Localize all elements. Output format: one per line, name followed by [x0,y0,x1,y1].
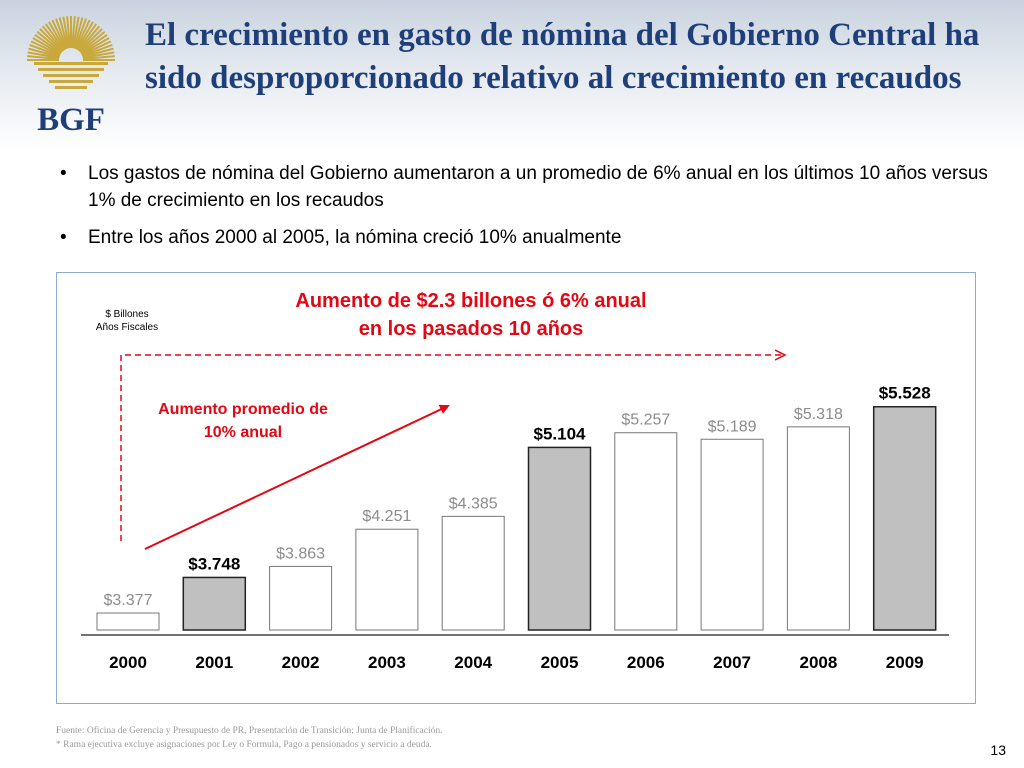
value-label-2003: $4.251 [362,508,411,525]
bar-2001 [182,576,247,631]
sun-ray [72,16,80,49]
bar-2004 [441,515,505,631]
sun-ray [76,21,94,51]
sun-ray [62,16,70,49]
bar-2005 [527,446,592,631]
sun-ray [66,16,71,49]
growth-arrow [144,404,450,550]
sun-ray [30,40,61,56]
bar-2003 [355,528,419,631]
sun-ray [27,55,60,60]
x-tick-2003: 2003 [368,653,406,672]
slide-title: El crecimiento en gasto de nómina del Go… [145,17,980,96]
bgf-logo: BGF [27,16,115,138]
footnotes: Fuente: Oficina de Gerencia y Presupuest… [56,724,756,752]
sun-ray [75,19,91,50]
bar-chart: $ Billones Años Fiscales Aumento de $2.3… [81,290,949,672]
sun-ray [82,51,115,59]
value-label-2002: $3.863 [276,545,325,562]
sun-ray [51,19,67,50]
value-label-2008: $5.318 [794,406,843,423]
x-tick-2001: 2001 [195,653,233,672]
x-tick-2008: 2008 [799,653,837,672]
sun-ray [77,25,101,52]
footnote: Fuente: Oficina de Gerencia y Presupuest… [56,726,443,736]
sun-ray [44,23,65,51]
sun-ray [71,16,76,49]
bullet-list: • Los gastos de nómina del Gobierno aumen… [60,160,1010,261]
x-tick-2004: 2004 [454,653,492,672]
bar-2007 [700,438,764,631]
sun-ray [79,30,106,54]
sun-ray [81,44,113,57]
bullet-text: Entre los años 2000 al 2005, la nómina c… [88,227,622,248]
bar-2009 [872,405,937,631]
bullet-item: • Entre los años 2000 al 2005, la nómina … [60,227,622,248]
sun-ray [27,51,60,59]
page-number: 13 [990,742,1006,758]
chart-headline-line1: Aumento de $2.3 billones ó 6% anual [295,290,646,312]
bullet-item: • Los gastos de nómina del Gobierno aumen… [60,163,988,211]
sun-ray [48,21,66,51]
sun-ray [39,28,64,53]
x-tick-2000: 2000 [109,653,147,672]
sun-ray [32,37,62,55]
sun-ray [34,33,62,54]
x-tick-2009: 2009 [886,653,924,672]
sun-ray [41,25,65,52]
value-label-2004: $4.385 [449,495,498,512]
x-tick-2002: 2002 [282,653,320,672]
value-label-2006: $5.257 [621,412,670,429]
bar-2002 [269,565,333,631]
dashed-arrow [120,355,785,541]
value-label-2009: $5.528 [879,384,931,403]
header-band [0,0,1024,150]
sun-ray [36,30,63,54]
sun-ray [58,17,69,49]
sun-ray [78,28,103,53]
x-tick-2007: 2007 [713,653,751,672]
sun-ray [81,40,112,56]
sun-ray [80,37,110,55]
footnote: * Rama ejecutiva excluye asignaciones po… [56,740,432,750]
sun-ray [82,47,114,58]
sun-ray [73,17,84,49]
x-tick-2005: 2005 [541,653,579,672]
x-tick-2006: 2006 [627,653,665,672]
bullet-text: Los gastos de nómina del Gobierno aument… [88,163,988,211]
sun-rays-icon [27,16,115,61]
bar-2008 [786,426,850,631]
bar-2006 [614,432,678,631]
logo-text: BGF [37,102,105,138]
sun-ray [28,47,60,58]
chart-frame: $ Billones Años Fiscales Aumento de $2.3… [56,272,976,704]
sun-ray [77,23,98,51]
sun-ray [80,33,108,54]
value-label-2005: $5.104 [534,424,587,443]
sun-ray [74,18,87,50]
value-label-2001: $3.748 [188,554,240,573]
value-label-2007: $5.189 [708,418,757,435]
fiscal-years-label: Años Fiscales [96,322,158,333]
bar-2000 [96,612,160,631]
sun-ray [82,55,115,60]
chart-headline-line2: en los pasados 10 años [359,318,584,340]
growth-annotation-line1: Aumento promedio de [158,401,328,418]
sun-ray [29,44,61,57]
sun-ray [55,18,68,50]
value-label-2000: $3.377 [104,592,153,609]
units-label: $ Billones [105,309,148,320]
growth-annotation-line2: 10% anual [204,424,282,441]
